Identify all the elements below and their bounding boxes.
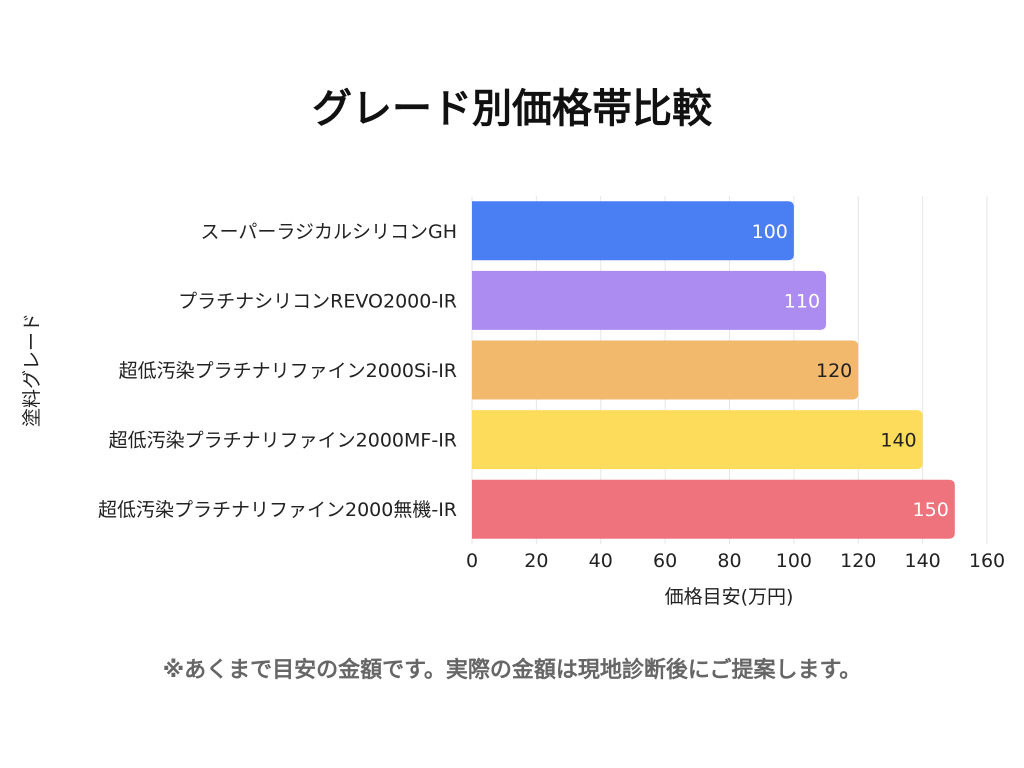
footnote: ※あくまで目安の金額です。実際の金額は現地診断後にご提案します。 xyxy=(162,658,862,683)
category-label: 超低汚染プラチナリファイン2000MF-IR xyxy=(109,430,457,452)
bars xyxy=(472,201,955,539)
x-tick-label: 140 xyxy=(904,550,940,572)
bar xyxy=(472,410,923,470)
y-axis-title: 塗料グレード xyxy=(20,313,43,427)
bar-chart: スーパーラジカルシリコンGH プラチナシリコンREVO2000-IR 超低汚染プラチ… xyxy=(20,196,1005,608)
bar xyxy=(472,479,955,539)
bar xyxy=(472,340,859,400)
x-tick-label: 160 xyxy=(969,550,1005,572)
x-axis-ticks: 0 20 40 60 80 100 120 140 160 xyxy=(466,550,1005,572)
x-tick-label: 60 xyxy=(653,550,677,572)
value-label: 110 xyxy=(784,290,820,312)
value-label: 100 xyxy=(752,221,788,243)
value-labels: 100 110 120 140 150 xyxy=(752,221,949,521)
category-label: プラチナシリコンREVO2000-IR xyxy=(178,290,457,312)
bar xyxy=(472,270,827,330)
category-label: 超低汚染プラチナリファイン2000無機-IR xyxy=(98,499,457,521)
x-tick-label: 80 xyxy=(717,550,741,572)
category-label: 超低汚染プラチナリファイン2000Si-IR xyxy=(119,360,457,382)
value-label: 120 xyxy=(816,360,852,382)
value-label: 150 xyxy=(913,499,949,521)
value-label: 140 xyxy=(880,430,916,452)
x-tick-label: 0 xyxy=(466,550,478,572)
x-tick-label: 120 xyxy=(840,550,876,572)
category-labels: スーパーラジカルシリコンGH プラチナシリコンREVO2000-IR 超低汚染プラチ… xyxy=(98,221,457,521)
x-tick-label: 100 xyxy=(776,550,812,572)
page-title: グレード別価格帯比較 xyxy=(312,86,712,132)
bar xyxy=(472,201,794,261)
x-axis-title: 価格目安(万円) xyxy=(665,586,794,608)
x-tick-label: 40 xyxy=(589,550,613,572)
x-tick-label: 20 xyxy=(524,550,548,572)
category-label: スーパーラジカルシリコンGH xyxy=(201,221,457,243)
